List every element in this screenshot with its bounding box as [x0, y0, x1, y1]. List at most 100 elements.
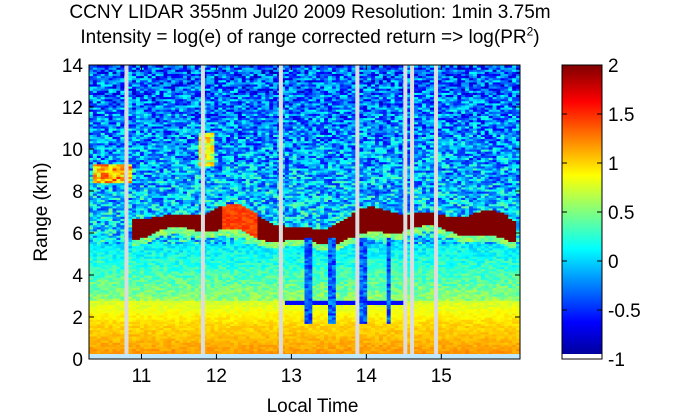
- heatmap-cell: [210, 170, 215, 173]
- heatmap-cell: [194, 136, 200, 140]
- heatmap-cell: [171, 125, 176, 129]
- heatmap-cell: [190, 342, 196, 345]
- heatmap-cell: [92, 161, 98, 165]
- heatmap-cell: [190, 199, 196, 203]
- heatmap-cell: [112, 155, 118, 158]
- heatmap-cell: [92, 107, 98, 110]
- heatmap-cell: [206, 203, 212, 207]
- heatmap-cell: [210, 96, 215, 100]
- heatmap-cell: [155, 321, 161, 324]
- heatmap-cell: [167, 247, 172, 251]
- heatmap-cell: [194, 92, 200, 95]
- heatmap-cell: [179, 167, 184, 171]
- heatmap-cell: [139, 128, 145, 131]
- heatmap-cell: [179, 220, 184, 224]
- heatmap-cell: [100, 176, 106, 179]
- heatmap-cell: [179, 69, 184, 72]
- heatmap-cell: [183, 90, 188, 93]
- heatmap-cell: [155, 174, 161, 177]
- heatmap-cell: [206, 161, 212, 165]
- heatmap-cell: [222, 251, 227, 255]
- heatmap-cell: [179, 268, 184, 272]
- heatmap-cell: [116, 289, 121, 293]
- heatmap-cell: [120, 117, 125, 121]
- heatmap-cell: [132, 117, 137, 121]
- heatmap-cell: [96, 335, 102, 339]
- heatmap-cell: [194, 201, 200, 205]
- heatmap-cell: [112, 241, 118, 245]
- heatmap-cell: [194, 170, 200, 173]
- heatmap-cell: [143, 314, 149, 318]
- heatmap-cell: [104, 342, 110, 345]
- heatmap-cell: [139, 226, 145, 230]
- heatmap-cell: [218, 151, 223, 154]
- heatmap-cell: [100, 188, 106, 192]
- heatmap-cell: [96, 102, 102, 106]
- heatmap-cell: [100, 226, 106, 230]
- heatmap-cell: [218, 308, 223, 312]
- heatmap-cell: [163, 300, 168, 303]
- heatmap-cell: [112, 149, 118, 152]
- heatmap-cell: [206, 142, 212, 146]
- heatmap-cell: [132, 69, 137, 72]
- heatmap-cell: [163, 176, 168, 179]
- heatmap-cell: [143, 203, 149, 207]
- heatmap-cell: [167, 149, 172, 152]
- heatmap-cell: [159, 113, 165, 116]
- heatmap-cell: [112, 184, 118, 188]
- heatmap-cell: [183, 306, 188, 310]
- heatmap-cell: [186, 140, 192, 144]
- heatmap-cell: [175, 65, 180, 68]
- heatmap-cell: [147, 342, 153, 345]
- heatmap-cell: [167, 75, 172, 79]
- heatmap-cell: [89, 224, 94, 228]
- heatmap-cell: [120, 184, 125, 188]
- heatmap-cell: [214, 149, 219, 152]
- heatmap-cell: [159, 293, 165, 297]
- heatmap-cell: [214, 239, 219, 242]
- heatmap-cell: [179, 218, 184, 221]
- heatmap-cell: [159, 90, 165, 93]
- heatmap-cell: [128, 241, 133, 245]
- heatmap-cell: [136, 258, 141, 261]
- heatmap-cell: [120, 333, 125, 337]
- heatmap-cell: [210, 73, 215, 77]
- heatmap-cell: [136, 134, 141, 137]
- heatmap-cell: [222, 344, 227, 347]
- heatmap-cell: [143, 197, 149, 200]
- heatmap-cell: [194, 167, 200, 171]
- heatmap-cell: [120, 272, 125, 276]
- heatmap-cell: [96, 121, 102, 125]
- heatmap-cell: [167, 96, 172, 100]
- heatmap-cell: [143, 155, 149, 158]
- heatmap-cell: [136, 138, 141, 142]
- heatmap-cell: [167, 348, 172, 352]
- heatmap-cell: [100, 157, 106, 161]
- heatmap-cell: [116, 67, 121, 70]
- heatmap-cell: [116, 201, 121, 205]
- heatmap-cell: [136, 335, 141, 339]
- heatmap-cell: [128, 134, 133, 137]
- heatmap-cell: [151, 314, 157, 318]
- heatmap-cell: [183, 123, 188, 127]
- heatmap-cell: [155, 191, 161, 194]
- heatmap-cell: [210, 340, 215, 343]
- heatmap-cell: [139, 176, 145, 179]
- heatmap-cell: [206, 123, 212, 127]
- heatmap-cell: [155, 102, 161, 106]
- heatmap-cell: [128, 340, 133, 343]
- heatmap-cell: [108, 149, 114, 152]
- heatmap-cell: [167, 310, 172, 314]
- heatmap-cell: [159, 199, 165, 203]
- heatmap-cell: [159, 275, 165, 278]
- heatmap-cell: [139, 258, 145, 261]
- heatmap-cell: [190, 323, 196, 326]
- heatmap-cell: [100, 100, 106, 104]
- heatmap-cell: [179, 272, 184, 276]
- heatmap-cell: [175, 272, 180, 276]
- heatmap-cell: [136, 107, 141, 110]
- heatmap-cell: [132, 134, 137, 137]
- heatmap-cell: [151, 216, 157, 219]
- heatmap-cell: [210, 115, 215, 119]
- heatmap-cell: [104, 109, 110, 112]
